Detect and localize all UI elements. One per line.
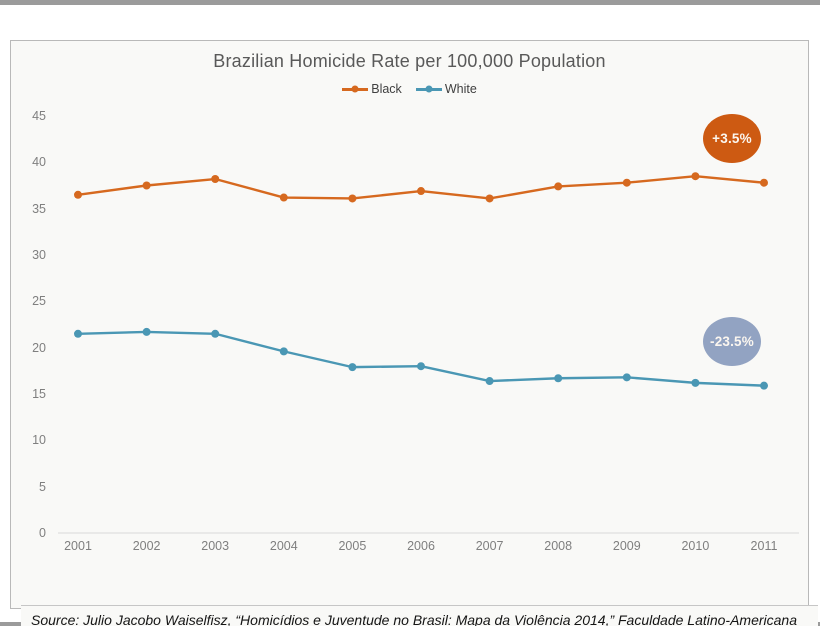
x-tick-label: 2006 [407,539,435,553]
legend-item-black: Black [342,82,402,96]
legend-dot-icon [425,85,433,93]
legend-item-white: White [415,82,477,96]
black-series-change-badge: +3.5% [703,114,761,163]
legend-marker-black [342,85,369,93]
y-tick-label: 0 [39,526,46,540]
y-tick-label: 30 [32,248,46,262]
x-tick-label: 2010 [681,539,710,553]
legend-marker-white [415,85,442,93]
white-series-change-badge: -23.5% [703,317,761,366]
x-tick-label: 2008 [544,539,573,553]
x-tick-label: 2005 [338,539,367,553]
legend-dot-icon [351,85,359,93]
legend-label-black: Black [371,82,402,96]
y-tick-label: 20 [32,340,46,355]
legend-label-white: White [444,82,477,96]
x-tick-label: 2004 [269,539,298,553]
y-tick-label: 15 [32,387,46,401]
y-tick-label: 35 [32,201,46,216]
x-tick-label: 2003 [201,539,230,553]
x-tick-label: 2007 [475,539,504,553]
y-tick-label: 10 [32,433,46,448]
top-border-strip [0,0,820,5]
x-tick-label: 2011 [750,539,778,553]
chart-title: Brazilian Homicide Rate per 100,000 Popu… [213,51,606,71]
chart-legend: Black White [11,80,808,98]
x-tick-label: 2002 [132,539,161,553]
x-tick-label: 2001 [64,539,92,553]
x-tick-label: 2009 [612,539,641,553]
y-tick-label: 5 [39,479,46,494]
chart-figure: Brazilian Homicide Rate per 100,000 Popu… [10,40,818,626]
y-tick-label: 25 [32,294,46,309]
y-tick-label: 40 [32,155,46,170]
y-tick-label: 45 [32,109,46,123]
source-caption: Source: Julio Jacobo Waiselfisz, “Homicí… [21,605,818,626]
